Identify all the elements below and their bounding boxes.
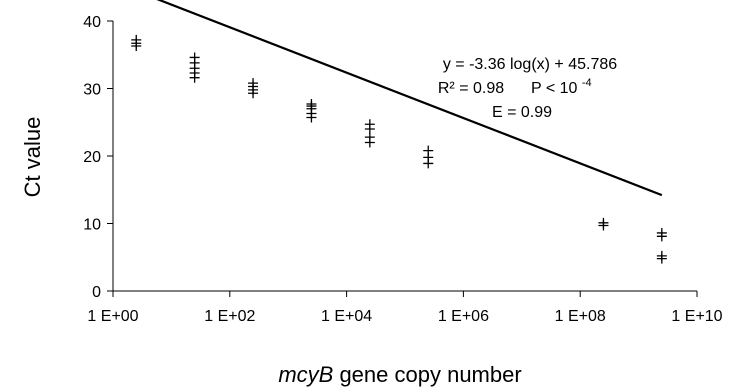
- data-point: [189, 72, 200, 83]
- y-tick-label: 0: [92, 284, 101, 301]
- data-point: [364, 137, 375, 148]
- data-points: [131, 34, 667, 264]
- efficiency-label: E = 0.99: [492, 104, 552, 121]
- p-value-exponent: -4: [582, 77, 592, 89]
- data-point: [248, 88, 259, 99]
- data-point: [598, 220, 609, 231]
- data-point: [656, 231, 667, 242]
- x-tick-label: 1 E+04: [321, 308, 372, 325]
- y-tick-label: 20: [83, 149, 101, 166]
- x-axis-title: mcyB gene copy number: [278, 362, 521, 387]
- y-tick-label: 30: [83, 82, 101, 99]
- data-point: [131, 40, 142, 51]
- x-tick-label: 1 E+06: [438, 308, 489, 325]
- r-squared-label: R² = 0.98: [438, 80, 504, 97]
- data-point: [423, 158, 434, 169]
- y-tick-label: 40: [83, 14, 101, 31]
- y-axis: 0 10 20 30 40: [83, 14, 114, 301]
- x-tick-label: 1 E+00: [87, 308, 138, 325]
- regression-annotation: y = -3.36 log(x) + 45.786 R² = 0.98 P < …: [438, 56, 617, 121]
- data-point: [306, 112, 317, 123]
- p-value-label: P < 10 -4: [531, 77, 592, 97]
- x-axis-title-rest: gene copy number: [333, 362, 521, 387]
- y-axis-title: Ct value: [20, 117, 45, 198]
- x-tick-label: 1 E+08: [555, 308, 606, 325]
- p-value-base: P < 10: [531, 80, 578, 97]
- regression-line: [156, 0, 663, 197]
- x-axis: 1 E+00 1 E+02 1 E+04 1 E+06 1 E+08 1 E+10: [87, 290, 723, 325]
- y-tick-label: 10: [83, 217, 101, 234]
- data-point: [656, 253, 667, 264]
- regression-equation: y = -3.36 log(x) + 45.786: [443, 56, 617, 73]
- x-tick-label: 1 E+10: [671, 308, 722, 325]
- x-tick-label: 1 E+02: [204, 308, 255, 325]
- x-axis-title-gene: mcyB: [278, 362, 333, 387]
